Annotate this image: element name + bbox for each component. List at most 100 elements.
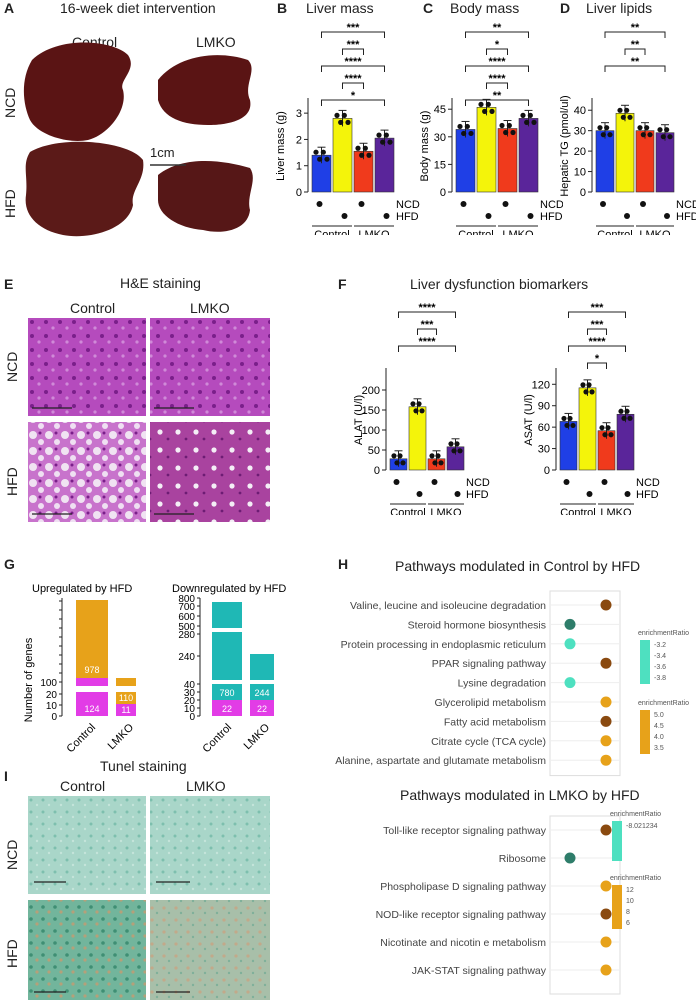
significance-stars: ****: [588, 336, 606, 348]
y-tick-label: 2: [296, 134, 302, 146]
data-point: [454, 441, 460, 447]
legend-tick: 3.5: [654, 745, 664, 752]
group-dot: [485, 213, 492, 219]
pathway-dot: [600, 715, 612, 727]
pathway-dot: [600, 735, 612, 747]
significance-stars: *: [595, 353, 600, 365]
data-point: [627, 114, 633, 120]
data-point: [602, 432, 608, 438]
up-bar-control-low: [76, 692, 108, 716]
data-point: [380, 139, 386, 145]
pathways-control-chart: Valine, leucine and isoleucine degradati…: [335, 590, 689, 777]
down-tick-label: 240: [178, 652, 195, 663]
pathway-label: Nicotinate and nicotin e metabolism: [380, 937, 546, 949]
pathway-dot: [600, 657, 612, 669]
significance-bracket: [321, 99, 385, 106]
pathway-label: Alanine, aspartate and glutamate metabol…: [335, 755, 546, 767]
data-point: [597, 125, 603, 131]
data-point: [627, 415, 633, 421]
group-dot: [393, 479, 400, 485]
legend-tick: 12: [626, 887, 634, 894]
panel-d-title: Liver lipids: [586, 0, 653, 16]
pathway-label: Toll-like receptor signaling pathway: [383, 825, 547, 837]
bar-2: [578, 387, 597, 471]
y-tick-label: 30: [574, 126, 586, 138]
data-point: [413, 408, 419, 414]
significance-stars: ***: [421, 319, 435, 331]
data-point: [355, 145, 361, 151]
bar-1: [595, 130, 615, 193]
down-control-low: 22: [222, 704, 232, 714]
down-bar-lmko-low: [250, 684, 274, 700]
he-lmko-hfd: [150, 422, 270, 522]
y-axis-label: Liver mass (g): [275, 111, 287, 181]
legend-tick: -3.6: [654, 664, 666, 671]
data-point: [583, 389, 589, 395]
ncd-label: NCD: [676, 199, 696, 211]
group-dot: [502, 201, 509, 207]
group-label-lmko: LMKO: [430, 507, 462, 515]
data-point: [624, 408, 630, 414]
up-tick-label: 20: [46, 690, 58, 701]
panel-i-col-control: Control: [60, 778, 106, 794]
down-tick-label: 500: [178, 622, 195, 633]
pathway-dot: [600, 696, 612, 708]
significance-bracket: [398, 345, 456, 352]
pathway-label: Glycerolipid metabolism: [435, 697, 547, 709]
legend-bar: [640, 710, 650, 754]
data-point: [644, 125, 650, 131]
up-lmko-total: 110: [119, 693, 133, 703]
data-point: [432, 460, 438, 466]
legend-tick: -3.4: [654, 653, 666, 660]
group-dot: [416, 491, 423, 497]
y-tick-label: 30: [434, 132, 446, 144]
panel-label-a: A: [4, 0, 15, 16]
data-point: [334, 112, 340, 118]
down-bar-control-pink: [212, 700, 242, 716]
data-point: [608, 432, 614, 438]
y-tick-label: 0: [440, 187, 446, 199]
group-label-control: Control: [314, 229, 349, 235]
legend-title: enrichmentRatio: [638, 630, 689, 637]
tunel-control-hfd: [28, 900, 146, 1000]
down-tick-label: 30: [184, 688, 196, 699]
significance-bracket: [342, 48, 364, 55]
pathway-dot: [564, 852, 576, 864]
bar-4: [655, 132, 675, 193]
up-bar-lmko-mid: [116, 692, 136, 704]
up-bar-control-top: [76, 600, 108, 686]
scale-label: 1cm: [150, 145, 175, 160]
data-point: [503, 129, 509, 136]
panel-e-row-hfd: HFD: [4, 467, 20, 496]
group-dot: [586, 491, 593, 497]
significance-stars: **: [631, 56, 640, 68]
down-lmko-low: 22: [257, 704, 267, 714]
panel-a-title: 16-week diet intervention: [60, 0, 216, 16]
y-tick-label: 30: [538, 444, 550, 456]
legend-tick: -3.2: [654, 642, 666, 649]
bar-4: [518, 118, 539, 193]
significance-bracket: [465, 99, 529, 106]
significance-stars: **: [493, 22, 502, 34]
tunel-control-ncd: [28, 796, 146, 894]
y-tick-label: 150: [362, 405, 380, 417]
y-axis-label: ASAT (U/l): [523, 394, 535, 446]
data-point: [400, 460, 406, 466]
pathway-label: Ribosome: [499, 853, 546, 865]
panel-label-b: B: [277, 0, 288, 16]
up-control-low: 124: [84, 704, 99, 714]
bar-3: [497, 128, 518, 193]
data-point: [397, 453, 403, 459]
panel-e-col-control: Control: [70, 300, 116, 316]
down-tick-label: 10: [184, 704, 196, 715]
data-point: [478, 101, 484, 107]
ncd-label: NCD: [396, 199, 420, 211]
bar-4: [374, 137, 395, 193]
significance-bracket: [568, 345, 626, 352]
down-bar-lmko-pink: [250, 700, 274, 716]
panel-label-e: E: [4, 276, 14, 292]
data-point: [510, 129, 516, 136]
data-point: [410, 401, 416, 407]
data-point: [586, 382, 592, 388]
down-tick-label: 280: [178, 630, 195, 641]
